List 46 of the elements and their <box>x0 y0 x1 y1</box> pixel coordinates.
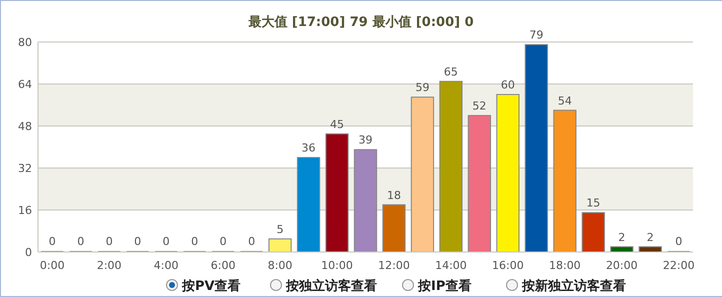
x-tick-label: 2:00 <box>96 259 122 272</box>
text: 按独立访客查看 <box>285 278 377 294</box>
data-label: 0 <box>191 235 198 248</box>
y-tick-label: 80 <box>18 36 32 49</box>
data-label: 0 <box>162 235 170 248</box>
data-label: 18 <box>386 188 401 202</box>
data-label: 2 <box>646 230 654 244</box>
data-label: 0 <box>106 235 113 248</box>
x-tick-label: 22:00 <box>662 259 695 272</box>
y-tick-label: 16 <box>18 204 32 217</box>
data-label: 0 <box>248 235 256 248</box>
data-label: 39 <box>358 134 372 147</box>
x-tick-label: 16:00 <box>492 259 524 272</box>
y-tick-label: 64 <box>18 78 32 91</box>
data-label: 54 <box>558 94 572 108</box>
x-tick-label: 18:00 <box>548 259 581 272</box>
data-label: 0 <box>77 235 84 248</box>
text: 按PV查看 <box>181 278 241 294</box>
x-tick-label: 12:00 <box>378 259 410 272</box>
data-label: 0 <box>134 235 142 248</box>
data-label: 36 <box>302 142 316 154</box>
data-label: 52 <box>472 100 486 112</box>
data-label: 0 <box>220 235 227 248</box>
x-tick-label: 4:00 <box>154 259 179 272</box>
x-tick-label: 14:00 <box>435 259 467 272</box>
x-tick-label: 20:00 <box>606 259 638 272</box>
data-label: 5 <box>276 222 284 236</box>
data-label: 65 <box>444 65 458 78</box>
chart-title: 最大值 [17:00] 79 最小值 [0:00] 0 <box>247 15 474 30</box>
data-label: 45 <box>330 118 344 131</box>
data-label: 0 <box>48 235 56 248</box>
x-tick-label: 0:00 <box>40 259 65 272</box>
data-label: 0 <box>675 235 682 248</box>
data-label: 79 <box>529 28 544 42</box>
data-label: 59 <box>415 81 430 94</box>
x-tick-label: 8:00 <box>268 259 292 272</box>
y-tick-label: 0 <box>25 246 32 259</box>
data-label: 60 <box>500 78 515 92</box>
x-tick-label: 10:00 <box>321 259 353 272</box>
y-tick-label: 48 <box>18 120 32 133</box>
text: 按IP查看 <box>417 278 472 294</box>
data-label: 15 <box>586 196 600 210</box>
data-label: 2 <box>618 230 626 244</box>
y-tick-label: 32 <box>18 162 32 175</box>
x-tick-label: 6:00 <box>210 259 236 272</box>
text: 按新独立访客查看 <box>521 278 626 294</box>
